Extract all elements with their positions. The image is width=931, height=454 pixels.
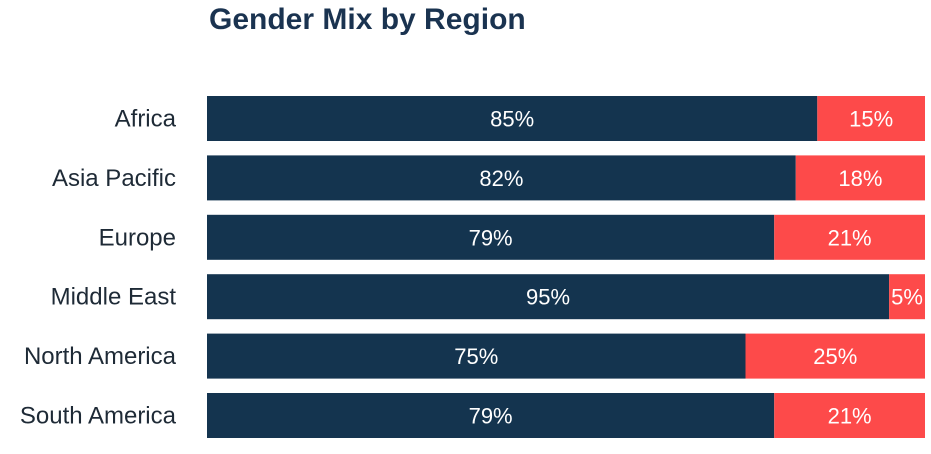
data-label-south-america-1: 79% <box>469 404 513 429</box>
bar-segment-north-america-2 <box>745 333 925 379</box>
bar-segment-africa-2 <box>817 96 925 141</box>
bar-segment-asia-pacific-1 <box>207 155 796 201</box>
bar-segment-asia-pacific-2 <box>795 155 925 201</box>
data-label-europe-1: 79% <box>469 225 513 250</box>
bar-segment-europe-1 <box>207 214 775 260</box>
category-label-north-america: North America <box>24 343 177 370</box>
bar-segment-middle-east-2 <box>889 274 925 320</box>
bar-segment-south-america-2 <box>774 393 925 438</box>
chart-title: Gender Mix by Region <box>209 3 526 36</box>
data-label-south-america-2: 21% <box>828 404 872 429</box>
category-label-south-america: South America <box>20 403 177 430</box>
category-label-middle-east: Middle East <box>51 284 177 311</box>
data-label-africa-2: 15% <box>849 107 893 132</box>
data-label-europe-2: 21% <box>828 225 872 250</box>
bar-segment-north-america-1 <box>207 333 746 379</box>
category-label-europe: Europe <box>99 224 176 251</box>
data-label-asia-pacific-1: 82% <box>479 166 523 191</box>
data-label-africa-1: 85% <box>490 107 534 132</box>
data-label-middle-east-1: 95% <box>526 285 570 310</box>
data-label-asia-pacific-2: 18% <box>838 166 882 191</box>
data-label-north-america-2: 25% <box>813 344 857 369</box>
data-label-north-america-1: 75% <box>454 344 498 369</box>
bar-segment-south-america-1 <box>207 393 775 438</box>
category-label-asia-pacific: Asia Pacific <box>52 165 176 192</box>
category-label-africa: Africa <box>115 106 177 133</box>
bar-segment-middle-east-1 <box>207 274 890 320</box>
bar-segment-africa-1 <box>207 96 818 141</box>
bar-segment-europe-2 <box>774 214 925 260</box>
data-label-middle-east-2: 5% <box>891 285 923 310</box>
